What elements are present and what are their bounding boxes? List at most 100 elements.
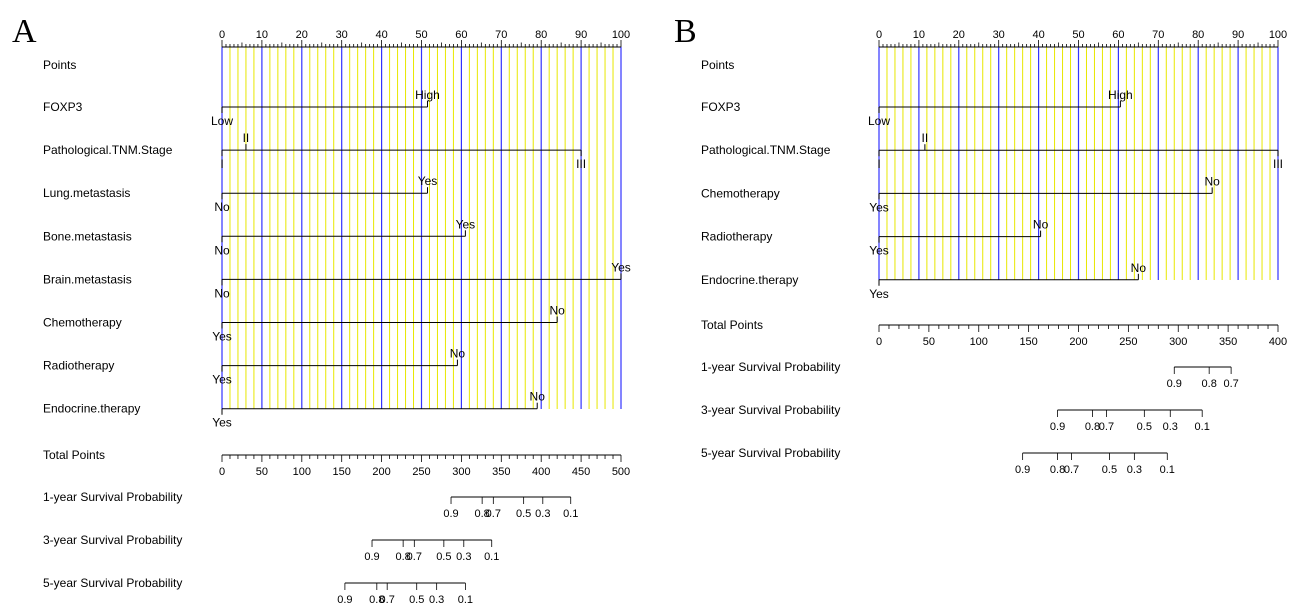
survival-scale-tick-label: 0.7	[1099, 421, 1114, 433]
survival-scale-label: 5-year Survival Probability	[701, 446, 840, 460]
total-points-tick-label: 400	[532, 466, 550, 478]
variable-level-label: I	[220, 157, 223, 171]
variable-label: Bone.metastasis	[43, 229, 132, 243]
variable-label: FOXP3	[701, 100, 741, 114]
panel-letter-a: A	[12, 13, 37, 50]
points-axis-label: Points	[701, 58, 734, 72]
survival-scale-tick-label: 0.9	[1050, 421, 1065, 433]
points-axis-tick-label: 10	[913, 29, 925, 41]
points-axis-label: Points	[43, 58, 76, 72]
points-axis-tick-label: 40	[1032, 29, 1044, 41]
survival-scale-tick-label: 0.1	[1160, 464, 1175, 476]
variable-level-label: No	[214, 200, 230, 214]
variable-level-label: Yes	[869, 244, 889, 258]
total-points-tick-label: 150	[1019, 336, 1037, 348]
variable-level-label: No	[1131, 261, 1147, 275]
variable-label: Pathological.TNM.Stage	[43, 143, 173, 157]
variable-level-label: II	[243, 131, 250, 145]
variable-level-label: II	[922, 131, 929, 145]
survival-scale-tick-label: 0.3	[1127, 464, 1142, 476]
survival-scale-tick-label: 0.5	[1102, 464, 1117, 476]
panel-b: B Points 0 10 20 30 40 50 60 70 80 90 100 FOXP3 Low Hi…	[674, 13, 1287, 476]
points-axis-tick-label: 70	[495, 29, 507, 41]
points-axis-tick-label: 60	[455, 29, 467, 41]
survival-scale-tick-label: 0.1	[563, 508, 578, 520]
variable-level-label: Yes	[212, 373, 232, 387]
variable-level-label: High	[1108, 88, 1133, 102]
survival-scale-tick-label: 0.1	[458, 594, 473, 606]
variable-level-label: Yes	[869, 200, 889, 214]
variable-label: Chemotherapy	[43, 316, 122, 330]
points-axis-tick-label: 80	[535, 29, 547, 41]
variable-label: Endocrine.therapy	[701, 273, 798, 287]
survival-scale-tick-label: 0.5	[1137, 421, 1152, 433]
survival-scale-tick-label: 0.3	[456, 551, 471, 563]
survival-scale-tick-label: 0.9	[364, 551, 379, 563]
survival-scale-tick-label: 0.7	[407, 551, 422, 563]
survival-scale-tick-label: 0.9	[1167, 378, 1182, 390]
points-axis-tick-label: 10	[256, 29, 268, 41]
survival-scale-label: 5-year Survival Probability	[43, 576, 182, 590]
total-points-tick-label: 100	[293, 466, 311, 478]
survival-scale-tick-label: 0.8	[474, 508, 489, 520]
variable-level-label: Yes	[418, 174, 438, 188]
survival-scale-tick-label: 0.9	[337, 594, 352, 606]
survival-scale-tick-label: 0.8	[395, 551, 410, 563]
points-axis-tick-label: 50	[415, 29, 427, 41]
survival-scale-tick-label: 0.8	[369, 594, 384, 606]
points-axis-tick-label: 0	[219, 29, 225, 41]
survival-scale-tick-label: 0.5	[436, 551, 451, 563]
points-axis-tick-label: 20	[296, 29, 308, 41]
survival-scale-tick-label: 0.8	[1202, 378, 1217, 390]
variable-label: Pathological.TNM.Stage	[701, 143, 831, 157]
variable-level-label: Yes	[212, 330, 232, 344]
total-points-tick-label: 350	[1219, 336, 1237, 348]
variable-level-label: No	[530, 390, 546, 404]
points-axis-tick-label: 80	[1192, 29, 1204, 41]
total-points-tick-label: 400	[1269, 336, 1287, 348]
total-points-tick-label: 50	[923, 336, 935, 348]
variable-label: Lung.metastasis	[43, 186, 130, 200]
variable-level-label: High	[415, 88, 440, 102]
points-axis-tick-label: 90	[575, 29, 587, 41]
total-points-tick-label: 250	[412, 466, 430, 478]
survival-scale-label: 1-year Survival Probability	[43, 490, 182, 504]
survival-scale-label: 1-year Survival Probability	[701, 360, 840, 374]
variable-level-label: No	[1033, 218, 1049, 232]
variable-level-label: III	[1273, 157, 1283, 171]
total-points-tick-label: 150	[333, 466, 351, 478]
survival-scale-label: 3-year Survival Probability	[43, 533, 182, 547]
total-points-tick-label: 300	[1169, 336, 1187, 348]
variable-level-label: III	[576, 157, 586, 171]
variable-level-label: No	[549, 304, 565, 318]
total-points-tick-label: 200	[1069, 336, 1087, 348]
points-axis-tick-label: 90	[1232, 29, 1244, 41]
survival-scale-tick-label: 0.9	[1015, 464, 1030, 476]
survival-scale-tick-label: 0.1	[1195, 421, 1210, 433]
variable-level-label: Yes	[869, 287, 889, 301]
points-axis-tick-label: 0	[876, 29, 882, 41]
variable-level-label: No	[1204, 174, 1220, 188]
total-points-tick-label: 100	[970, 336, 988, 348]
variable-level-label: Yes	[456, 217, 476, 231]
survival-scale-tick-label: 0.8	[1050, 464, 1065, 476]
total-points-tick-label: 250	[1119, 336, 1137, 348]
points-axis-tick-label: 60	[1112, 29, 1124, 41]
variable-level-label: Yes	[611, 260, 631, 274]
total-points-label: Total Points	[43, 448, 105, 462]
points-axis-tick-label: 30	[993, 29, 1005, 41]
variable-level-label: I	[877, 157, 880, 171]
survival-scale-tick-label: 0.1	[484, 551, 499, 563]
survival-scale-tick-label: 0.3	[429, 594, 444, 606]
variable-level-label: No	[450, 347, 466, 361]
survival-scale-tick-label: 0.8	[1085, 421, 1100, 433]
survival-scale-tick-label: 0.5	[409, 594, 424, 606]
survival-scale-tick-label: 0.3	[535, 508, 550, 520]
survival-scale-tick-label: 0.3	[1163, 421, 1178, 433]
variable-level-label: Low	[211, 114, 233, 128]
survival-scale-tick-label: 0.9	[443, 508, 458, 520]
total-points-tick-label: 300	[452, 466, 470, 478]
points-axis-tick-label: 100	[1269, 29, 1287, 41]
variable-level-label: No	[214, 243, 230, 257]
total-points-tick-label: 500	[612, 466, 630, 478]
